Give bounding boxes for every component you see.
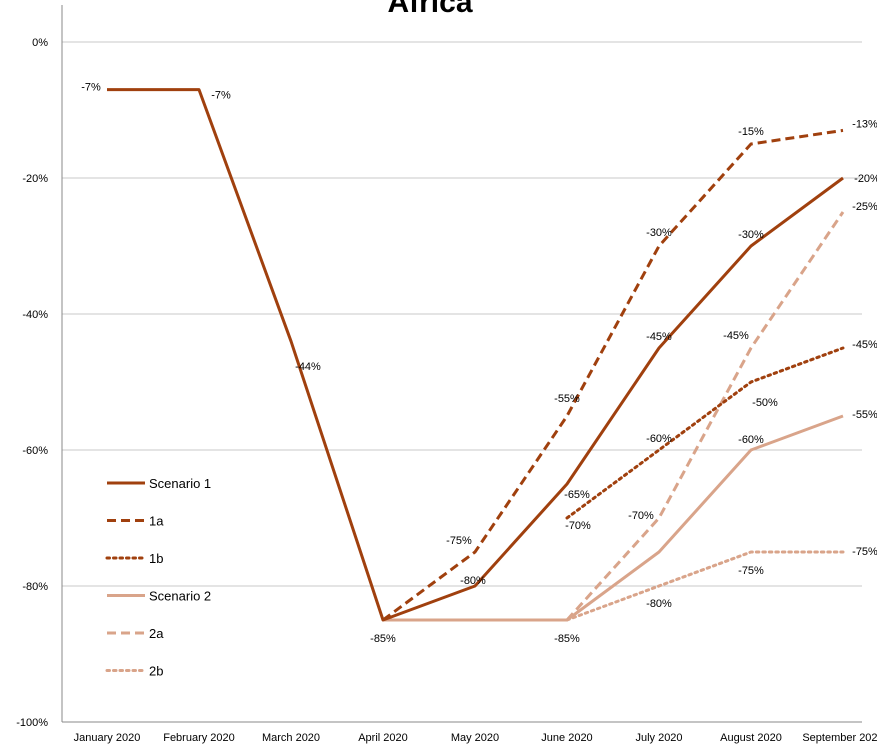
data-labels: -7% -7% -44% -85% -80% -65% -45% -30% -20% -75% -5… [81,82,877,645]
series-lines [107,88,845,622]
x-tick-label: January 2020 [74,732,141,744]
series-line-2b [565,550,845,622]
data-label: -45% [852,339,877,351]
data-label: -30% [738,229,764,241]
data-label: -55% [852,409,877,421]
x-tick-label: March 2020 [262,732,320,744]
data-label: -70% [565,520,591,532]
data-label: -44% [295,361,321,373]
y-tick-label: -40% [22,309,48,321]
x-tick-label: April 2020 [358,732,408,744]
gridlines [62,41,862,587]
data-label: -13% [852,118,877,130]
data-label: -85% [370,633,396,645]
x-tick-label: June 2020 [541,732,592,744]
data-label: -75% [446,535,472,547]
data-label: -75% [738,565,764,577]
legend-entry: Scenario 2 [149,589,211,604]
series-line-2a [565,211,845,622]
x-tick-label: August 2020 [720,732,782,744]
chart-title: Africa [387,0,472,19]
x-tick-label: February 2020 [163,732,235,744]
axes: 0% -20% -40% -60% -80% -100% January 2020 Febru… [16,5,877,744]
data-label: -45% [646,331,672,343]
data-label: -60% [646,433,672,445]
legend-entry: 1b [149,551,163,566]
y-tick-label: -20% [22,173,48,185]
data-label: -7% [81,82,101,94]
data-label: -20% [854,173,877,185]
data-label: -25% [852,201,877,213]
series-line-scenario-2 [383,414,844,622]
data-label: -80% [646,598,672,610]
legend-entry: 2a [149,626,164,641]
x-tick-label: July 2020 [635,732,682,744]
legend: Scenario 1 1a 1b Scenario 2 2a 2b [105,476,211,679]
data-label: -45% [723,330,749,342]
data-label: -15% [738,126,764,138]
y-tick-label: -60% [22,445,48,457]
series-line-scenario-1 [107,88,844,622]
legend-entry: 1a [149,514,164,529]
data-label: -80% [460,575,486,587]
series-line-1a [382,128,844,622]
data-label: -55% [554,393,580,405]
y-tick-label: 0% [32,37,48,49]
data-label: -70% [628,510,654,522]
data-label: -60% [738,434,764,446]
x-tick-label: May 2020 [451,732,499,744]
y-tick-label: -100% [16,717,48,729]
legend-entry: Scenario 1 [149,476,211,491]
data-label: -7% [211,90,231,102]
data-label: -50% [752,397,778,409]
x-tick-label: September 2020 [802,732,877,744]
series-line-1b [565,346,845,520]
data-label: -30% [646,227,672,239]
data-label: -85% [554,633,580,645]
legend-entry: 2b [149,664,163,679]
data-label: -65% [564,489,590,501]
data-label: -75% [852,546,877,558]
y-tick-label: -80% [22,581,48,593]
